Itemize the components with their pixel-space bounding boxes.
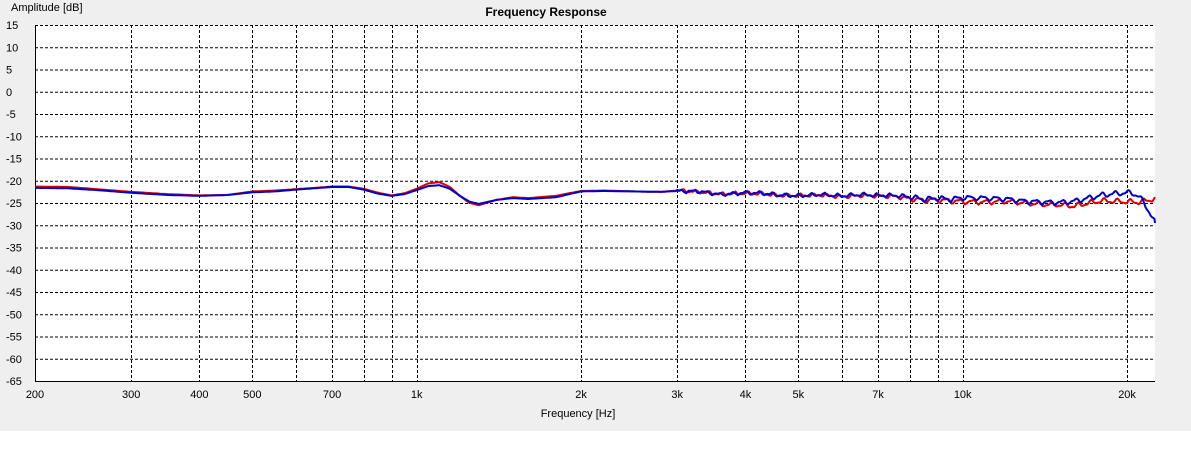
y-tick-label: -60	[6, 354, 22, 366]
x-tick-label: 3k	[671, 389, 683, 401]
y-tick-label: -65	[6, 376, 22, 388]
series-line-2	[35, 184, 1156, 224]
y-tick-label: -20	[6, 176, 22, 188]
x-tick-label: 200	[26, 389, 44, 401]
x-tick-label: 20k	[1118, 389, 1136, 401]
y-tick-label: 0	[6, 87, 12, 99]
x-tick-label: 5k	[793, 389, 805, 401]
x-axis-label: Frequency [Hz]	[541, 408, 616, 420]
y-tick-label: 5	[6, 65, 12, 77]
y-tick-labels: 15 10 5 0 -5 -10 -15 -20 -25 -30 -35 -40 -45 -50 -55 -6…	[6, 20, 22, 388]
y-tick-label: -40	[6, 265, 22, 277]
y-tick-label: -55	[6, 332, 22, 344]
series-lines	[34, 181, 1156, 224]
x-tick-label: 300	[122, 389, 140, 401]
chart-title: Frequency Response	[485, 5, 607, 19]
y-tick-label: -5	[6, 109, 16, 121]
y-tick-label: 15	[6, 20, 18, 32]
y-tick-label: -30	[6, 220, 22, 232]
y-tick-label: -50	[6, 309, 22, 321]
x-tick-label: 2k	[575, 389, 587, 401]
x-tick-label: 7k	[872, 389, 884, 401]
x-tick-label: 400	[190, 389, 208, 401]
frequency-response-chart: 15 10 5 0 -5 -10 -15 -20 -25 -30 -35 -40 -45 -50 -55 -6…	[6, 2, 1156, 420]
y-tick-label: -10	[6, 131, 22, 143]
y-tick-label: -35	[6, 243, 22, 255]
chart-panel: 15 10 5 0 -5 -10 -15 -20 -25 -30 -35 -40 -45 -50 -55 -6…	[0, 0, 1191, 431]
y-tick-label: -45	[6, 287, 22, 299]
x-tick-label: 1k	[411, 389, 423, 401]
x-tick-label: 500	[243, 389, 261, 401]
y-tick-label: -25	[6, 198, 22, 210]
x-tick-label: 10k	[954, 389, 972, 401]
x-tick-label: 700	[323, 389, 341, 401]
y-tick-label: 10	[6, 42, 18, 54]
x-tick-label: 4k	[740, 389, 752, 401]
y-axis-label: Amplitude [dB]	[11, 2, 83, 14]
y-tick-label: -15	[6, 154, 22, 166]
x-tick-labels: 200 300 400 500 700 1k 2k 3k 4k 5k 7k 10k 20k	[26, 389, 1137, 401]
